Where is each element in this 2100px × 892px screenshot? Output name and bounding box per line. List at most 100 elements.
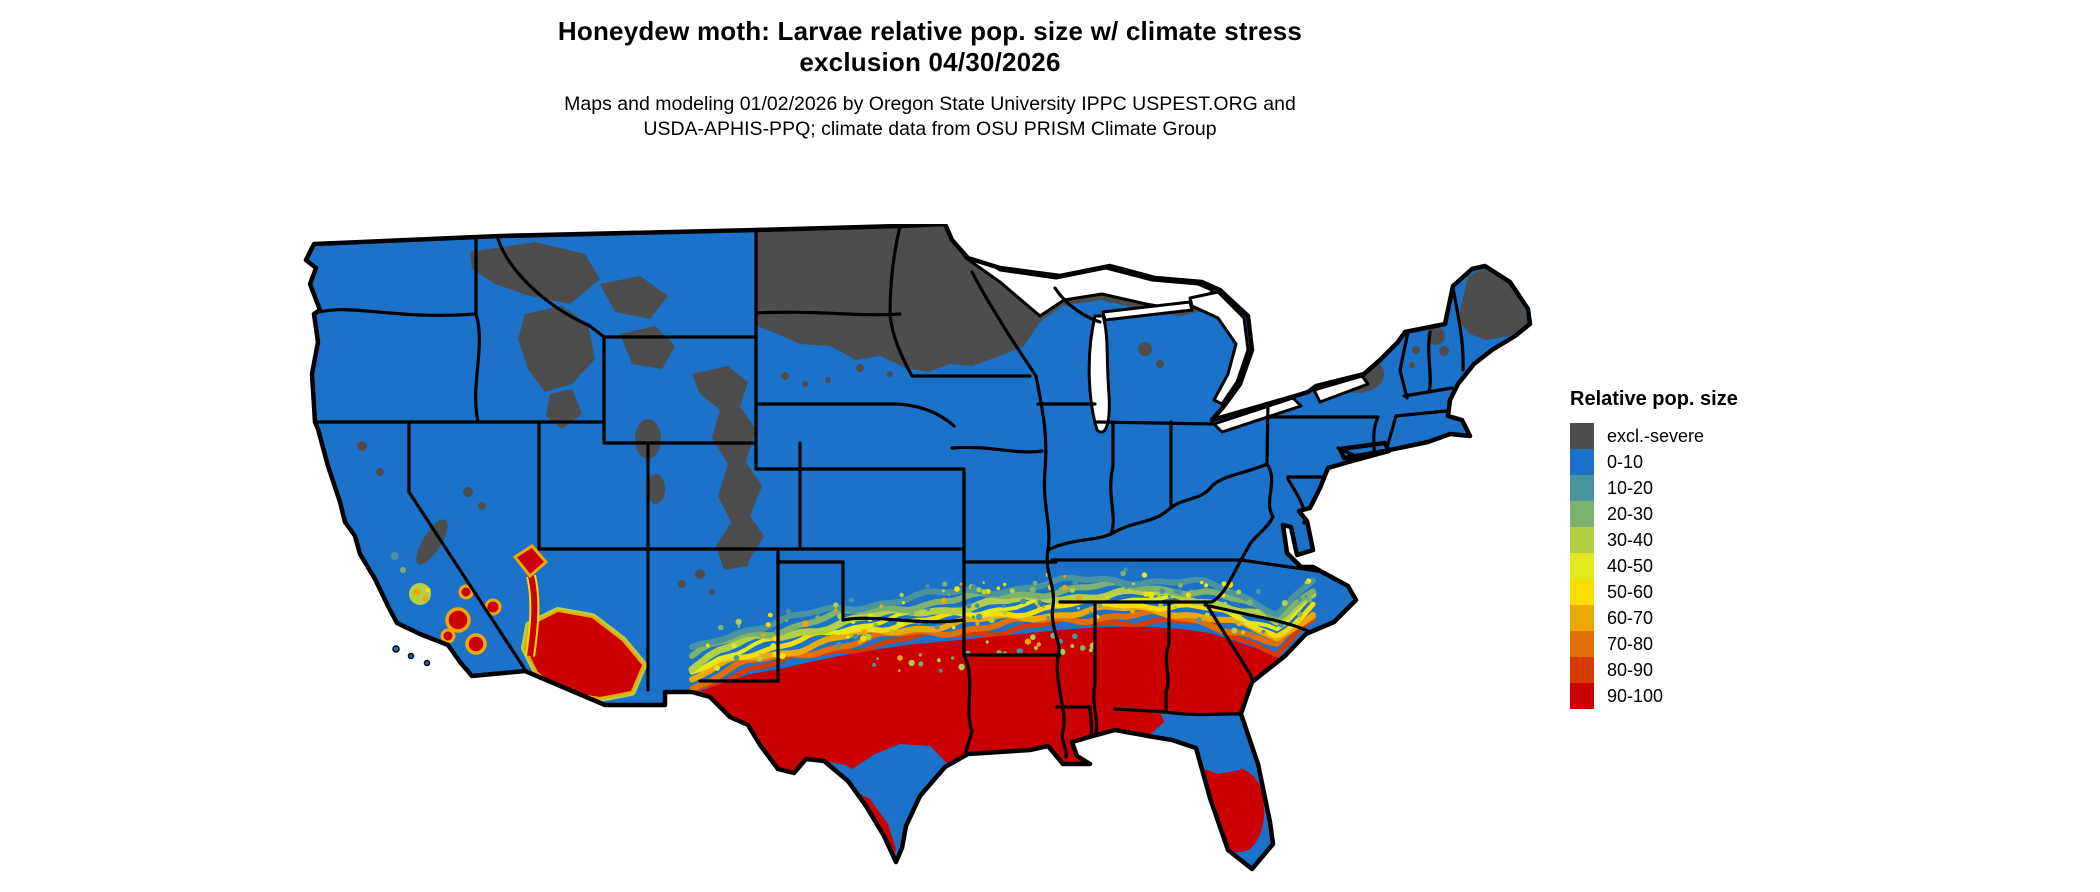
speckle [1275,637,1279,641]
speckle [857,640,863,645]
speckle [714,665,720,671]
speckle [941,589,946,593]
speckle [1079,645,1086,651]
speckle [1297,597,1303,602]
speckle [846,635,850,639]
speckle [876,657,879,660]
speckle [1020,598,1027,605]
speckle [705,643,710,648]
speckle [1147,591,1155,599]
speckle [1070,644,1075,648]
speckle [926,607,930,612]
legend-rows: excl.-severe 0-10 10-20 20-30 30-40 40-50 50-6… [1570,423,1738,709]
legend-row: excl.-severe [1570,423,1738,449]
mackinac-strait [1101,300,1194,322]
legend-label: 10-20 [1607,477,1654,498]
speckle [983,597,990,604]
legend-swatch [1570,631,1594,657]
speckle [833,602,839,608]
speckle [899,592,904,598]
speckle [1075,595,1083,602]
speckle [1016,648,1023,655]
legend-row: 70-80 [1570,631,1738,657]
legend-row: 50-60 [1570,579,1738,605]
speckle [1032,580,1038,586]
speckle [1089,607,1095,613]
speckle [830,633,837,640]
speckle [1158,602,1163,608]
north-florida-low-band [1161,714,1254,774]
speckle [873,622,878,628]
speckle [1173,604,1178,609]
speckle [1196,617,1202,623]
legend-row: 80-90 [1570,657,1738,683]
speckle [785,619,789,623]
legend-label: 30-40 [1607,529,1654,550]
legend-row: 10-20 [1570,475,1738,501]
legend-swatch [1570,501,1594,527]
legend-label: 70-80 [1607,633,1654,654]
legend-row: 90-100 [1570,683,1738,709]
speckle [737,625,741,628]
gradient-band-c20 [689,579,1316,659]
speckle [1246,599,1254,606]
legend-row: 40-50 [1570,553,1738,579]
speckle [1042,605,1045,608]
speckle [1072,633,1078,640]
legend-swatch [1570,527,1594,553]
speckle [1236,589,1242,595]
legend-swatch [1570,449,1594,475]
speckle [896,620,903,627]
speckle [1089,648,1093,653]
speckle [834,608,838,612]
speckle [1036,642,1041,647]
speckle [1141,572,1148,578]
page-title: Honeydew moth: Larvae relative pop. size… [310,16,1550,78]
legend-swatch [1570,605,1594,631]
subtitle-line-1: Maps and modeling 01/02/2026 by Oregon S… [564,93,1296,115]
speckle [779,653,786,660]
speckle [889,628,895,634]
speckle [1281,600,1288,606]
speckle [1255,588,1261,595]
lake-michigan [1087,314,1111,434]
speckle [966,603,972,609]
speckle [1173,589,1177,594]
speckle [951,656,955,660]
speckle [1297,617,1301,621]
speckle [908,659,915,667]
speckle [785,608,791,615]
speckle [731,643,737,649]
speckle [1037,599,1042,604]
speckle [1143,591,1149,597]
legend-label: 60-70 [1607,607,1654,628]
speckle [985,588,991,594]
legend-row: 20-30 [1570,501,1738,527]
speckle [951,625,956,630]
speckle [1097,602,1103,608]
gradient-band-c10 [689,574,1316,650]
state-borders [314,224,1465,759]
legend-label: 40-50 [1607,555,1654,576]
speckle [1034,601,1039,606]
speckle [735,618,742,625]
speckle [1176,588,1183,595]
speckle [1072,579,1079,586]
speckle [1231,627,1238,634]
speckle [1124,585,1129,590]
speckle [765,622,771,628]
legend-label: 90-100 [1607,685,1664,706]
speckle [756,655,763,662]
speckle [1304,580,1309,585]
speckle [947,593,951,597]
speckle [836,641,842,648]
speckle [1177,582,1184,588]
speckle [954,586,960,592]
speckle [996,586,1001,590]
speckle [1129,608,1136,614]
speckle [870,628,874,633]
speckle [879,604,884,608]
speckle [934,624,940,630]
speckle [988,617,995,624]
legend-row: 30-40 [1570,527,1738,553]
